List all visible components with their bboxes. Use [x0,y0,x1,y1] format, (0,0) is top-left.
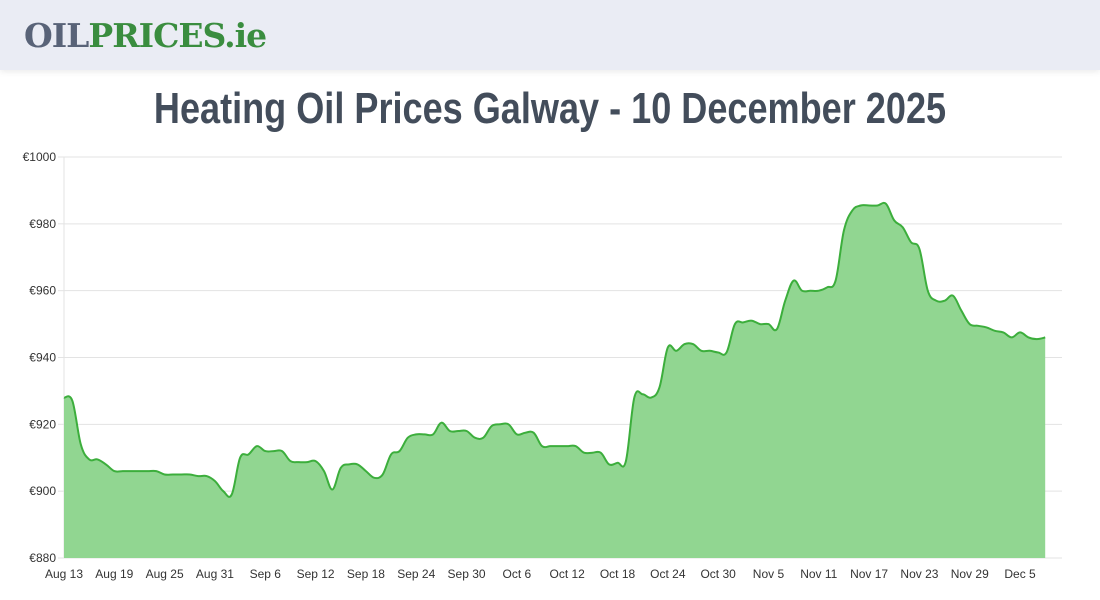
x-tick-label: Aug 25 [146,567,184,581]
x-tick-label: Nov 29 [951,567,989,581]
x-tick-label: Nov 17 [850,567,888,581]
y-axis: €1000 €980 €960 €940 €920 €900 €880 [23,150,57,565]
x-tick-label: Sep 24 [397,567,435,581]
y-tick-label: €880 [29,551,56,565]
x-tick-label: Oct 6 [503,567,532,581]
page-title: Heating Oil Prices Galway - 10 December … [153,84,947,133]
x-tick-label: Sep 18 [347,567,385,581]
site-header: OILPRICES.ie [0,0,1100,70]
y-tick-label: €980 [29,217,56,231]
y-tick-label: €960 [29,284,56,298]
x-tick-label: Oct 24 [650,567,686,581]
x-tick-label: Oct 18 [600,567,636,581]
x-tick-label: Sep 12 [297,567,335,581]
y-tick-label: €920 [29,417,56,431]
site-logo[interactable]: OILPRICES.ie [24,16,267,56]
logo-oil-text: OIL [24,16,89,55]
x-tick-label: Dec 5 [1004,567,1036,581]
x-tick-label: Nov 23 [900,567,938,581]
y-tick-label: €940 [29,351,56,365]
x-tick-label: Nov 5 [753,567,785,581]
y-tick-label: €900 [29,484,56,498]
x-tick-label: Aug 19 [95,567,133,581]
x-axis: Aug 13 Aug 19 Aug 25 Aug 31 Sep 6 Sep 12 Sep 1… [45,567,1036,581]
x-tick-label: Sep 30 [448,567,486,581]
y-tick-label: €1000 [23,150,57,164]
x-tick-label: Oct 12 [550,567,586,581]
price-line [63,201,1046,498]
x-tick-label: Aug 13 [45,567,83,581]
x-tick-label: Aug 31 [196,567,234,581]
x-tick-label: Oct 30 [700,567,736,581]
x-tick-label: Sep 6 [250,567,282,581]
x-tick-label: Nov 11 [800,567,837,581]
logo-prices-text: PRICES.ie [88,16,267,55]
price-area-fill [64,202,1046,558]
